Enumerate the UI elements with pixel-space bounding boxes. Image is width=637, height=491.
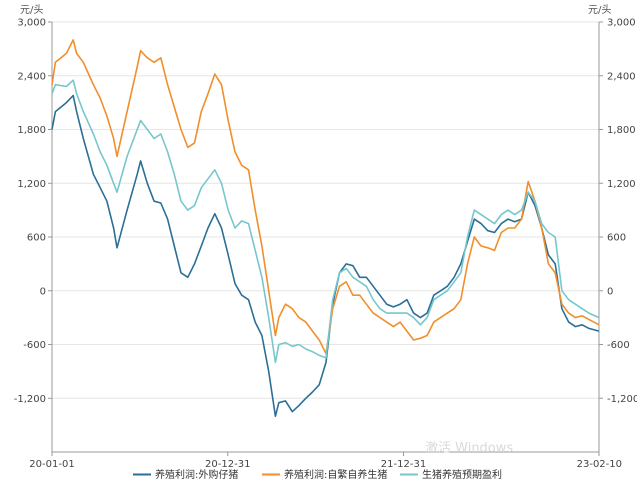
legend-label-2: 养殖利润:自繁自养生猪 [284, 468, 387, 481]
x-tick-label: 20-12-31 [205, 459, 250, 470]
series-line-3 [51, 79, 600, 364]
x-ticks: 20-01-01 20-12-31 21-12-31 23-02-10 [29, 452, 622, 470]
y-tick-label-left: 0 [40, 286, 46, 297]
y-tick-label-left: 600 [27, 233, 46, 244]
y-tick-label-left: 3,000 [17, 18, 46, 29]
legend: 养殖利润:外购仔猪 养殖利润:自繁自养生猪 生猪养殖预期盈利 [133, 468, 502, 481]
y-ticks-right: 3,000 2,400 1,800 1,200 600 0 -600 -1,200 [599, 18, 637, 405]
y-tick-label-left: -600 [23, 340, 46, 351]
right-unit-label: 元/头 [588, 4, 611, 16]
y-tick-label-right: 2,400 [607, 71, 636, 82]
y-tick-label-right: 600 [607, 233, 626, 244]
series-line-1 [51, 94, 600, 418]
y-tick-label-left: 1,200 [17, 179, 46, 190]
y-tick-label-left: 2,400 [17, 71, 46, 82]
y-tick-label-left: -1,200 [14, 394, 46, 405]
x-tick-label: 21-12-31 [381, 459, 426, 470]
y-tick-label-left: 1,800 [17, 125, 46, 136]
y-ticks-left: 3,000 2,400 1,800 1,200 600 0 -600 -1,200 [14, 18, 52, 405]
y-tick-label-right: 0 [607, 286, 613, 297]
legend-label-3: 生猪养殖预期盈利 [422, 468, 502, 481]
y-tick-label-right: 1,200 [607, 179, 636, 190]
x-tick-label: 23-02-10 [577, 459, 622, 470]
y-tick-label-right: -1,200 [607, 394, 637, 405]
series-lines [51, 39, 600, 418]
grid-lines [52, 21, 599, 399]
y-tick-label-right: 3,000 [607, 18, 636, 29]
y-tick-label-right: -600 [607, 340, 630, 351]
left-unit-label: 元/头 [20, 4, 43, 16]
y-tick-label-right: 1,800 [607, 125, 636, 136]
legend-label-1: 养殖利润:外购仔猪 [155, 468, 238, 481]
x-tick-label: 20-01-01 [29, 459, 74, 470]
watermark-text: 激活 Windows [425, 441, 513, 456]
series-line-2 [51, 39, 600, 355]
